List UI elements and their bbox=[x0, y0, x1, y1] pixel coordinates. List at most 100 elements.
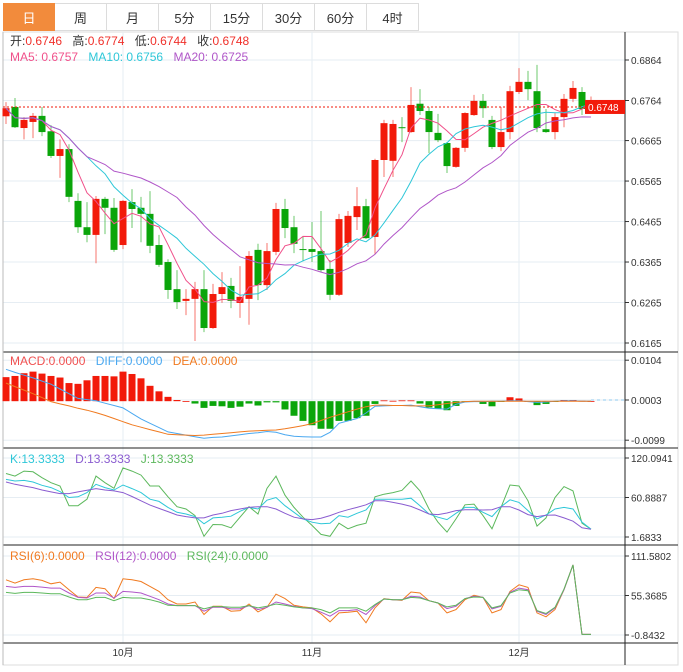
macd-bar bbox=[101, 375, 109, 402]
x-axis-label: 11月 bbox=[302, 647, 322, 659]
candle-down bbox=[128, 202, 136, 209]
macd-bar bbox=[47, 375, 55, 402]
d-value: D:13.3333 bbox=[75, 452, 131, 466]
candle-up bbox=[353, 206, 361, 218]
candle-up bbox=[56, 149, 64, 156]
rsi-axis-tick-label: 111.5802 bbox=[631, 552, 672, 563]
open-label: 开: bbox=[10, 34, 26, 48]
candle-down bbox=[47, 131, 55, 156]
macd-bar bbox=[2, 377, 10, 402]
high-value: 0.6774 bbox=[87, 34, 125, 48]
tab-day[interactable]: 日 bbox=[3, 3, 55, 31]
tab-4hour[interactable]: 4时 bbox=[367, 3, 419, 31]
candle-down bbox=[308, 249, 316, 252]
rsi24-value: RSI(24):0.0000 bbox=[186, 549, 269, 563]
macd-bar bbox=[371, 401, 379, 404]
dea-line bbox=[5, 382, 591, 437]
price-axis-tick-label: 0.6764 bbox=[631, 96, 662, 107]
candle-up bbox=[29, 115, 37, 122]
macd-bar bbox=[335, 401, 343, 421]
macd-bar bbox=[353, 401, 361, 419]
candle-up bbox=[20, 119, 28, 129]
close-label: 收: bbox=[197, 34, 213, 48]
candle-down bbox=[317, 251, 325, 271]
price-axis-tick-label: 0.6465 bbox=[631, 218, 662, 229]
macd-bar bbox=[146, 385, 154, 402]
x-axis-label: 10月 bbox=[112, 647, 133, 659]
candle-down bbox=[227, 285, 235, 301]
macd-bar bbox=[398, 400, 406, 402]
candle-down bbox=[281, 208, 289, 229]
diff-value: DIFF:0.0000 bbox=[95, 354, 163, 368]
macd-bar bbox=[74, 383, 82, 402]
tab-month[interactable]: 月 bbox=[107, 3, 159, 31]
period-tabs: 日 周 月 5分 15分 30分 60分 4时 bbox=[3, 3, 419, 31]
tab-5min[interactable]: 5分 bbox=[159, 3, 211, 31]
macd-axis-tick-label: 0.0003 bbox=[631, 396, 662, 407]
close-value: 0.6748 bbox=[212, 34, 250, 48]
macd-bar bbox=[425, 401, 433, 408]
candle-down bbox=[479, 100, 487, 109]
candle-up bbox=[515, 81, 523, 92]
candle-up bbox=[263, 251, 271, 286]
macd-bar bbox=[209, 401, 217, 406]
candle-down bbox=[443, 142, 451, 167]
ma10-value: MA10: 0.6756 bbox=[88, 50, 164, 64]
candle-up bbox=[569, 87, 577, 99]
macd-bar bbox=[479, 401, 487, 404]
macd-bar bbox=[290, 401, 298, 416]
rsi-axis-tick-label: -0.8432 bbox=[631, 631, 665, 642]
macd-bar bbox=[182, 401, 190, 402]
macd-bar bbox=[272, 401, 280, 403]
candle-up bbox=[407, 104, 415, 133]
tab-15min[interactable]: 15分 bbox=[211, 3, 263, 31]
candle-down bbox=[254, 249, 262, 286]
candle-up bbox=[182, 298, 190, 301]
candle-up bbox=[191, 289, 199, 299]
macd-bar bbox=[128, 373, 136, 402]
ma5-value: MA5: 0.6757 bbox=[10, 50, 79, 64]
macd-axis-tick-label: 0.0104 bbox=[631, 356, 662, 367]
candle-down bbox=[155, 245, 163, 265]
tab-30min[interactable]: 30分 bbox=[263, 3, 315, 31]
macd-bar bbox=[317, 401, 325, 429]
open-value: 0.6746 bbox=[25, 34, 63, 48]
candle-down bbox=[200, 289, 208, 329]
price-axis-tick-label: 0.6165 bbox=[631, 339, 662, 350]
low-value: 0.6744 bbox=[150, 34, 187, 48]
macd-bar bbox=[407, 400, 415, 402]
candle-down bbox=[299, 249, 307, 251]
chart-frame bbox=[2, 31, 679, 666]
candle-up bbox=[209, 294, 217, 329]
macd-bar bbox=[380, 400, 388, 402]
candle-up bbox=[272, 208, 280, 252]
candle-down bbox=[488, 119, 496, 148]
candle-down bbox=[146, 213, 154, 246]
k-line bbox=[5, 478, 592, 530]
candle-down bbox=[434, 132, 442, 141]
k-value: K:13.3333 bbox=[10, 452, 65, 466]
candle-down bbox=[362, 206, 370, 239]
macd-bar bbox=[533, 401, 541, 406]
macd-bar bbox=[29, 371, 37, 402]
macd-bar bbox=[488, 401, 496, 407]
candle-up bbox=[497, 132, 505, 148]
tab-60min[interactable]: 60分 bbox=[315, 3, 367, 31]
tab-week[interactable]: 周 bbox=[55, 3, 107, 31]
macd-bar bbox=[542, 401, 550, 404]
macd-bar bbox=[137, 378, 145, 402]
macd-bar bbox=[65, 383, 73, 402]
macd-bar bbox=[443, 401, 451, 411]
candle-up bbox=[218, 287, 226, 295]
macd-bar bbox=[344, 401, 352, 421]
low-label: 低: bbox=[134, 34, 151, 48]
rsi-legend: RSI(6):0.0000 RSI(12):0.0000 RSI(24):0.0… bbox=[10, 549, 275, 563]
price-axis-tick-label: 0.6265 bbox=[631, 299, 662, 310]
macd-bar bbox=[263, 401, 271, 403]
macd-bar bbox=[236, 401, 244, 407]
candle-down bbox=[164, 262, 172, 290]
current-price-label: 0.6748 bbox=[588, 103, 619, 114]
ma-legend: MA5: 0.6757 MA10: 0.6756 MA20: 0.6725 bbox=[10, 50, 255, 64]
candle-down bbox=[83, 227, 91, 235]
